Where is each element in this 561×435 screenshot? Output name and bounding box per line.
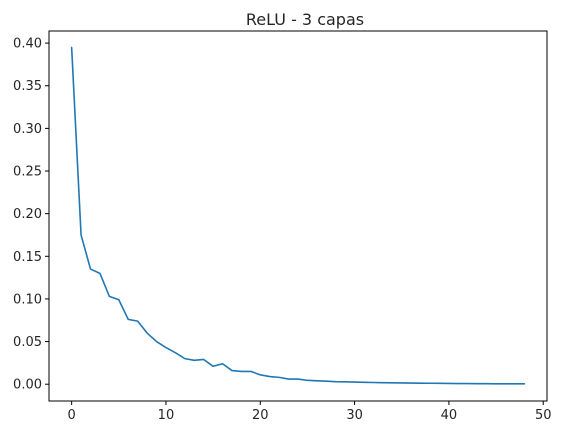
x-tick-label: 50 (535, 408, 552, 423)
y-axis: 0.00 0.05 0.10 0.15 0.20 0.25 0.30 0.35 0.40 (13, 37, 49, 393)
x-axis: 0 10 20 30 40 50 (67, 401, 552, 423)
series-line (70, 46, 526, 385)
y-tick-label: 0.25 (13, 165, 42, 180)
plot-series (70, 46, 526, 385)
chart-title: ReLU - 3 capas (246, 10, 364, 29)
y-tick-label: 0.35 (13, 79, 42, 94)
y-tick-label: 0.10 (13, 292, 42, 307)
y-tick-label: 0.20 (13, 207, 42, 222)
y-tick-label: 0.40 (13, 37, 42, 52)
y-tick-label: 0.30 (13, 122, 42, 137)
x-tick-label: 20 (252, 408, 269, 423)
y-tick-label: 0.05 (13, 335, 42, 350)
x-tick-label: 10 (158, 408, 175, 423)
plot-frame (48, 30, 548, 402)
y-tick-label: 0.15 (13, 250, 42, 265)
x-tick-label: 0 (67, 408, 75, 423)
x-tick-label: 40 (441, 408, 458, 423)
y-tick-label: 0.00 (13, 378, 42, 393)
x-tick-label: 30 (346, 408, 363, 423)
